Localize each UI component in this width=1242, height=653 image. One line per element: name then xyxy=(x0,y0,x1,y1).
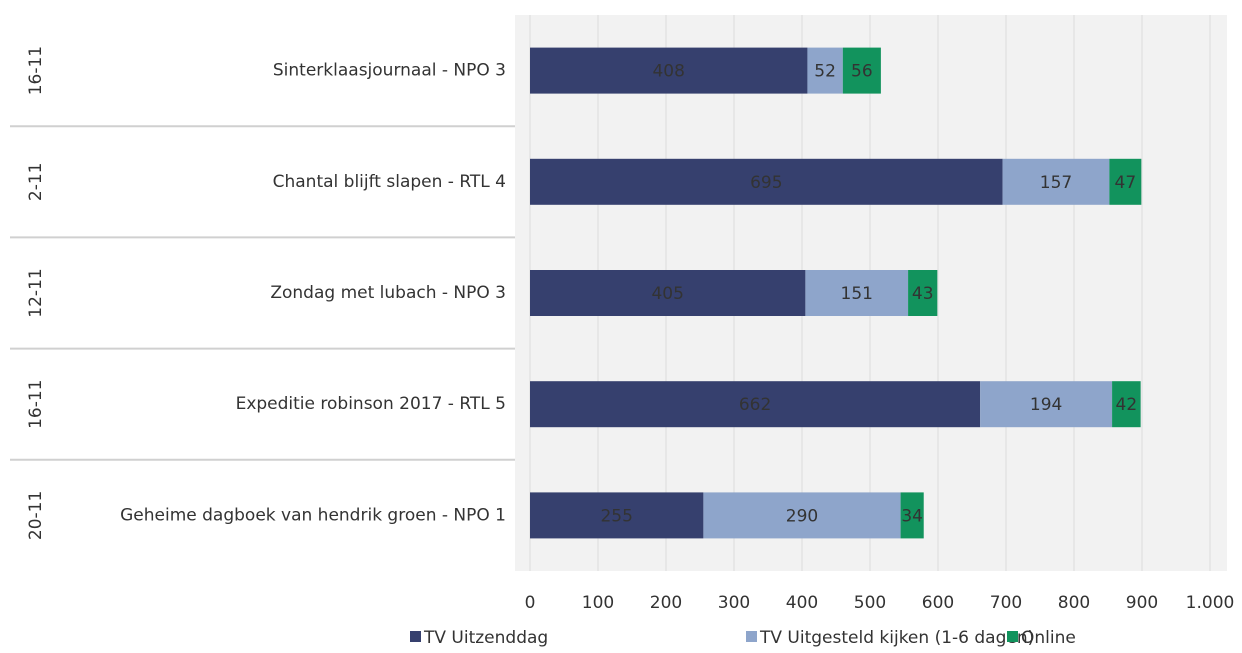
data-label: 47 xyxy=(1115,173,1137,193)
x-tick-label: 0 xyxy=(525,593,536,613)
data-label: 34 xyxy=(901,506,923,526)
data-label: 695 xyxy=(750,173,782,193)
data-label: 290 xyxy=(786,506,818,526)
data-label: 43 xyxy=(912,284,934,304)
bar-segment xyxy=(1109,158,1142,205)
x-tick-label: 300 xyxy=(718,593,750,613)
data-label: 151 xyxy=(841,284,873,304)
x-tick-label: 700 xyxy=(990,593,1022,613)
bar-segment xyxy=(530,381,981,428)
bar-segment xyxy=(908,270,938,316)
date-label: 2-11 xyxy=(26,163,46,202)
x-tick-label: 1.000 xyxy=(1186,593,1235,613)
x-tick-label: 500 xyxy=(854,593,886,613)
bar-segment xyxy=(530,492,704,539)
x-tick-label: 600 xyxy=(922,593,954,613)
legend-swatch xyxy=(410,631,421,642)
category-label: Expeditie robinson 2017 - RTL 5 xyxy=(236,394,506,414)
x-tick-label: 100 xyxy=(582,593,614,613)
bar-segment xyxy=(805,270,909,316)
x-tick-label: 800 xyxy=(1058,593,1090,613)
legend-swatch xyxy=(1007,631,1018,642)
date-label: 20-11 xyxy=(26,491,46,540)
data-label: 405 xyxy=(651,284,683,304)
category-label: Geheime dagboek van hendrik groen - NPO … xyxy=(120,505,506,525)
legend-label: TV Uitgesteld kijken (1-6 dagen) xyxy=(759,628,1034,648)
x-tick-label: 400 xyxy=(786,593,818,613)
bar-segment xyxy=(807,47,843,94)
data-label: 194 xyxy=(1030,395,1062,415)
date-label: 12-11 xyxy=(26,268,46,317)
category-label: Sinterklaasjournaal - NPO 3 xyxy=(273,61,506,81)
data-label: 255 xyxy=(600,506,632,526)
data-label: 157 xyxy=(1040,173,1072,193)
date-label: 16-11 xyxy=(26,46,46,95)
bar-segment xyxy=(703,492,901,539)
bar-segment xyxy=(1002,158,1110,205)
x-tick-label: 900 xyxy=(1126,593,1158,613)
x-tick-label: 200 xyxy=(650,593,682,613)
date-label: 16-11 xyxy=(26,379,46,428)
bar-segment xyxy=(900,492,924,539)
category-label: Chantal blijft slapen - RTL 4 xyxy=(273,172,506,192)
data-label: 408 xyxy=(652,62,684,82)
category-label: Zondag met lubach - NPO 3 xyxy=(270,283,506,303)
legend-label: Online xyxy=(1021,628,1076,648)
data-label: 42 xyxy=(1116,395,1138,415)
bar-segment xyxy=(530,47,808,94)
bar-segment xyxy=(980,381,1113,428)
bar-segment xyxy=(530,158,1003,205)
bar-segment xyxy=(842,47,881,94)
bar-segment xyxy=(530,270,806,316)
label-panel xyxy=(10,15,515,571)
data-label: 56 xyxy=(851,62,873,82)
legend-swatch xyxy=(746,631,757,642)
legend-label: TV Uitzenddag xyxy=(423,628,548,648)
data-label: 52 xyxy=(814,62,836,82)
bar-segment xyxy=(1112,381,1141,428)
data-label: 662 xyxy=(739,395,771,415)
